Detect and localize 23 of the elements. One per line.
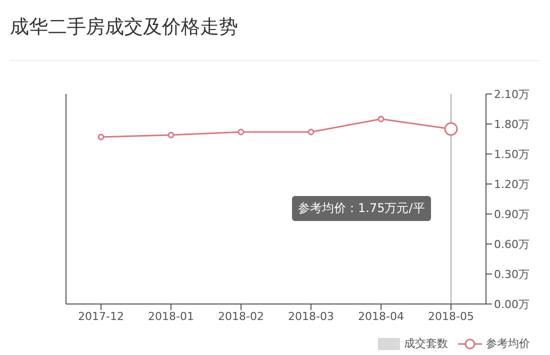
point: [238, 128, 244, 136]
x-tick-label: 2018-02: [218, 310, 264, 323]
legend-label: 成交套数: [403, 336, 448, 351]
y-tick-label: 0.90万: [494, 208, 530, 221]
y-tick-label: 2.10万: [494, 88, 530, 101]
annotation: 参考均价：1.75万元/平: [292, 196, 431, 221]
legend-label: 参考均价: [485, 336, 530, 351]
point: [98, 134, 104, 140]
y-tick-label: 0.30万: [494, 268, 530, 281]
x-tick-label: 2018-03: [288, 310, 334, 323]
x-tick-label: 2018-05: [428, 310, 474, 323]
y-tick-label: 1.50万: [494, 148, 530, 161]
x-tick-label: 2018-04: [358, 310, 404, 323]
y-tick-label: 1.20万: [494, 178, 530, 191]
x-tick-label: 2017-12: [78, 310, 124, 323]
y-tick-label: 1.80万: [494, 118, 530, 131]
x-tick-label: 2018-01: [148, 310, 194, 323]
y-tick-label: 0.60万: [494, 238, 530, 251]
point: [308, 128, 314, 136]
chart-title: 成华二手房成交及价格走势: [10, 15, 238, 40]
point: [168, 132, 174, 138]
y-tick-label: 0.00万: [494, 298, 530, 311]
point: [378, 116, 384, 122]
